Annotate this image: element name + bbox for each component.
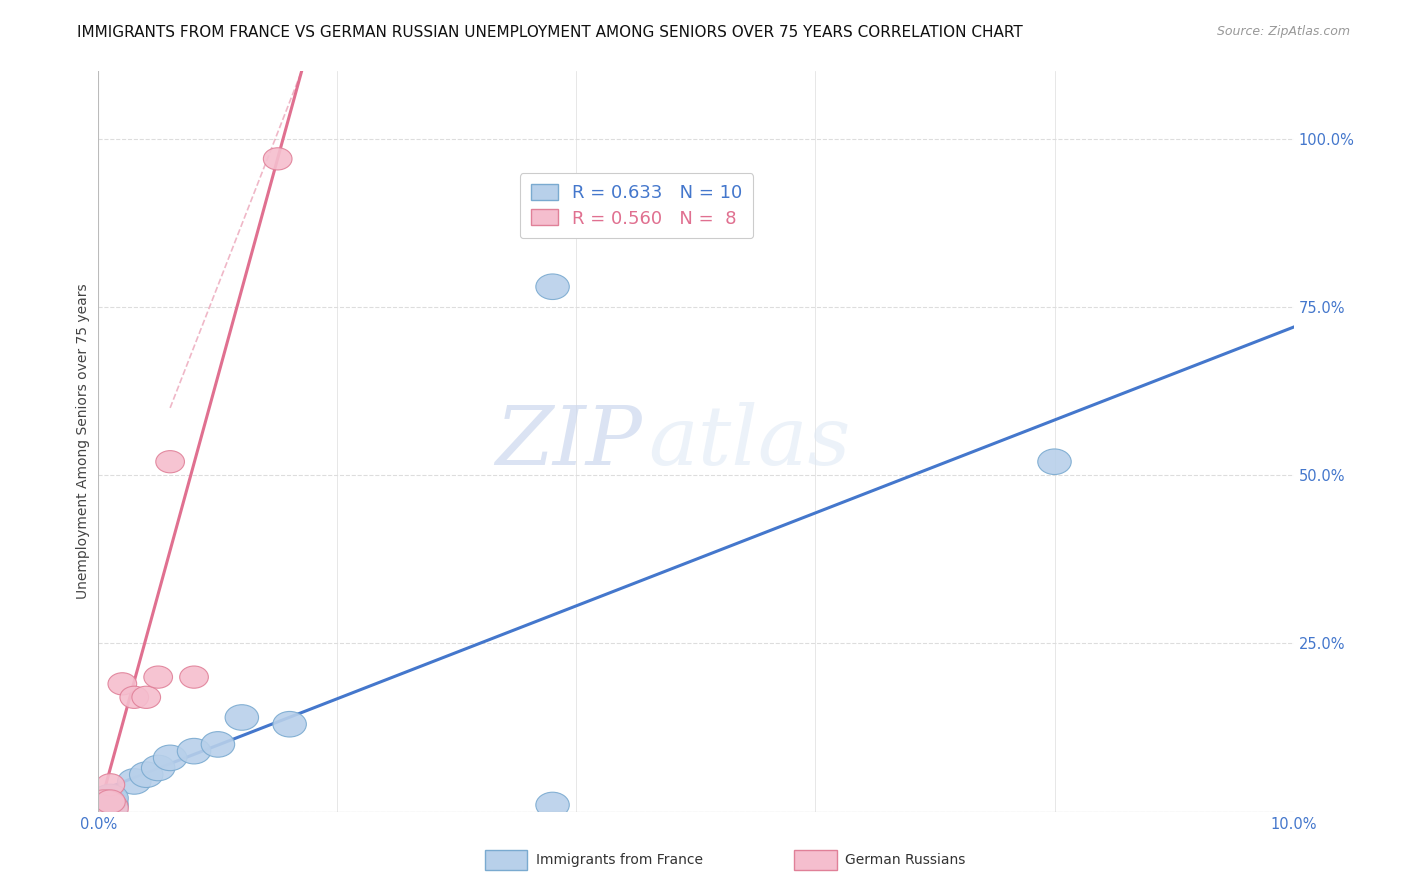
Ellipse shape bbox=[108, 673, 136, 695]
Ellipse shape bbox=[118, 769, 150, 794]
Ellipse shape bbox=[177, 739, 211, 764]
Ellipse shape bbox=[263, 148, 292, 170]
Ellipse shape bbox=[536, 792, 569, 818]
Ellipse shape bbox=[142, 756, 174, 780]
Ellipse shape bbox=[201, 731, 235, 757]
Ellipse shape bbox=[120, 686, 149, 708]
Ellipse shape bbox=[153, 745, 187, 771]
Text: Source: ZipAtlas.com: Source: ZipAtlas.com bbox=[1216, 25, 1350, 38]
Ellipse shape bbox=[80, 789, 128, 827]
Text: ZIP: ZIP bbox=[495, 401, 643, 482]
Ellipse shape bbox=[96, 789, 125, 814]
Ellipse shape bbox=[1038, 449, 1071, 475]
Ellipse shape bbox=[143, 666, 173, 689]
Ellipse shape bbox=[93, 784, 128, 813]
Legend: R = 0.633   N = 10, R = 0.560   N =  8: R = 0.633 N = 10, R = 0.560 N = 8 bbox=[520, 173, 754, 238]
Ellipse shape bbox=[129, 762, 163, 788]
Ellipse shape bbox=[536, 274, 569, 300]
Ellipse shape bbox=[156, 450, 184, 473]
Ellipse shape bbox=[94, 786, 127, 811]
Ellipse shape bbox=[180, 666, 208, 689]
Y-axis label: Unemployment Among Seniors over 75 years: Unemployment Among Seniors over 75 years bbox=[76, 284, 90, 599]
Text: atlas: atlas bbox=[648, 401, 851, 482]
Ellipse shape bbox=[132, 686, 160, 708]
Text: German Russians: German Russians bbox=[845, 853, 966, 867]
Ellipse shape bbox=[225, 705, 259, 731]
Ellipse shape bbox=[273, 712, 307, 737]
Ellipse shape bbox=[80, 787, 128, 823]
Text: Immigrants from France: Immigrants from France bbox=[536, 853, 703, 867]
Ellipse shape bbox=[96, 773, 125, 796]
Text: IMMIGRANTS FROM FRANCE VS GERMAN RUSSIAN UNEMPLOYMENT AMONG SENIORS OVER 75 YEAR: IMMIGRANTS FROM FRANCE VS GERMAN RUSSIAN… bbox=[77, 25, 1024, 40]
